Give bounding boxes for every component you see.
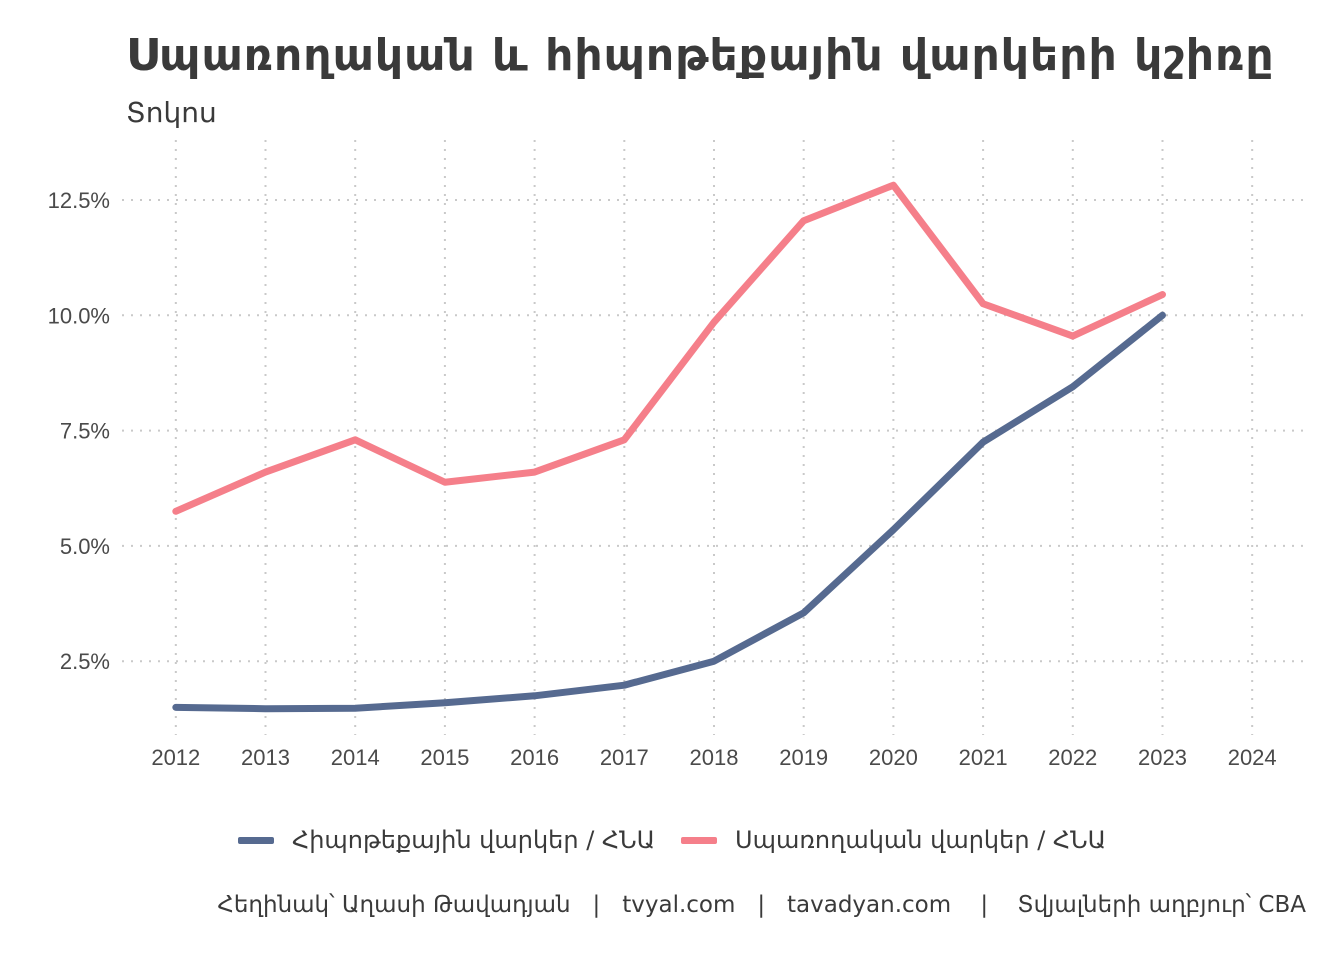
grid-layer bbox=[122, 140, 1306, 735]
x-tick-label: 2014 bbox=[331, 745, 380, 770]
x-tick-label: 2016 bbox=[510, 745, 559, 770]
y-tick-label: 7.5% bbox=[60, 419, 110, 444]
line-chart: 2012 2013 2014 2015 2016 2017 2018 2019 2020 2021… bbox=[48, 140, 1306, 770]
legend-key-consumer bbox=[681, 836, 717, 844]
legend: Հիպոթեքային վարկեր / ՀՆԱ Սպառողական վարկ… bbox=[0, 826, 1344, 854]
legend-label-consumer: Սպառողական վարկեր / ՀՆԱ bbox=[735, 826, 1106, 854]
legend-item-consumer: Սպառողական վարկեր / ՀՆԱ bbox=[681, 826, 1106, 854]
y-tick-label: 5.0% bbox=[60, 534, 110, 559]
x-tick-label: 2019 bbox=[779, 745, 828, 770]
legend-key-mortgage bbox=[238, 836, 275, 844]
series-line-mortgage bbox=[172, 311, 1166, 713]
caption: Հեղինակ՝ Աղասի Թավադյան | tvyal.com | ta… bbox=[217, 892, 1306, 918]
x-tick-label: 2022 bbox=[1048, 745, 1097, 770]
y-tick-label: 12.5% bbox=[48, 188, 110, 213]
chart-title: Սպառողական և հիպոթեքային վարկերի կշիռը bbox=[126, 30, 1275, 81]
x-tick-label: 2015 bbox=[420, 745, 469, 770]
x-tick-label: 2012 bbox=[151, 745, 200, 770]
series-line-consumer bbox=[172, 181, 1166, 515]
x-tick-label: 2017 bbox=[600, 745, 649, 770]
x-tick-label: 2020 bbox=[869, 745, 918, 770]
legend-item-mortgage: Հիպոթեքային վարկեր / ՀՆԱ bbox=[238, 826, 655, 854]
x-tick-label: 2018 bbox=[690, 745, 739, 770]
y-tick-label: 10.0% bbox=[48, 303, 110, 328]
series-layer bbox=[172, 181, 1166, 713]
chart-subtitle: Տոկոս bbox=[126, 96, 217, 129]
legend-label-mortgage: Հիպոթեքային վարկեր / ՀՆԱ bbox=[292, 826, 655, 854]
y-tick-label: 2.5% bbox=[60, 649, 110, 674]
x-tick-label: 2021 bbox=[959, 745, 1008, 770]
axis-layer: 2012 2013 2014 2015 2016 2017 2018 2019 2020 2021… bbox=[48, 188, 1277, 770]
x-tick-label: 2023 bbox=[1138, 745, 1187, 770]
x-tick-label: 2024 bbox=[1228, 745, 1277, 770]
x-tick-label: 2013 bbox=[241, 745, 290, 770]
